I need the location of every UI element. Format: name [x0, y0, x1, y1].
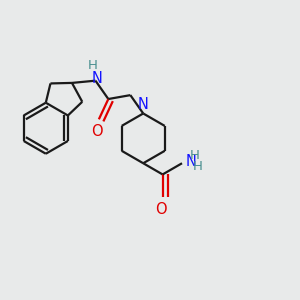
Text: N: N: [91, 71, 102, 86]
Text: H: H: [190, 149, 200, 162]
Text: N: N: [137, 97, 148, 112]
Text: H: H: [88, 59, 98, 72]
Text: O: O: [92, 124, 103, 139]
Text: O: O: [155, 202, 167, 217]
Text: H: H: [193, 160, 202, 173]
Text: N: N: [186, 154, 196, 169]
